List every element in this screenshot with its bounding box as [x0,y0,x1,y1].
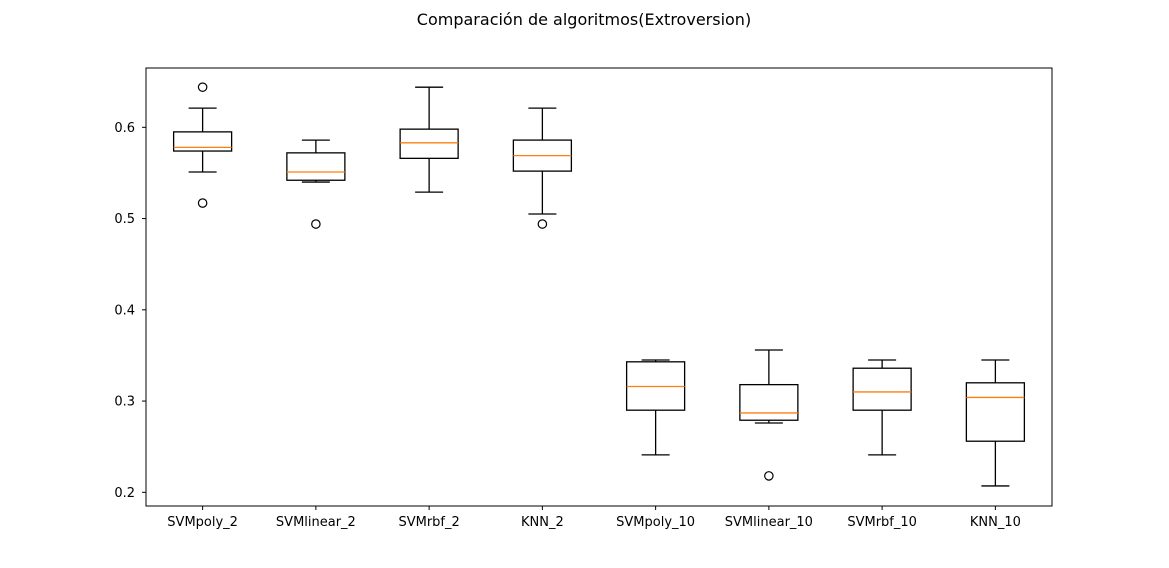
box-2 [399,86,459,193]
y-axis: 0.2 0.3 0.4 0.5 0.6 [114,121,146,501]
box-iqr [965,382,1026,442]
box-iqr [739,383,799,421]
box-iqr [286,152,346,181]
x-tick-label: SVMlinear_10 [725,515,813,530]
x-tick-label: SVMrbf_2 [398,515,459,530]
box-4 [625,359,686,456]
flier-point [537,219,548,229]
x-tick-label: SVMrbf_10 [847,515,917,530]
box-1 [286,139,346,229]
box-7 [965,359,1026,487]
plot-frame [145,67,1053,507]
flier-point [197,82,208,92]
y-tick-label: 0.5 [114,212,135,227]
x-axis: SVMpoly_2 SVMlinear_2 SVMrbf_2 KNN_2 SVMpoly… [167,506,1021,530]
y-tick-label: 0.3 [114,395,135,410]
x-tick-label: SVMlinear_2 [276,515,356,530]
x-tick-label: SVMpoly_10 [616,515,695,530]
box-iqr [852,367,912,411]
x-tick-label: SVMpoly_2 [167,515,238,530]
x-tick-label: KNN_2 [521,515,564,530]
y-tick-label: 0.6 [114,121,135,136]
box-iqr [399,128,459,159]
box-0 [172,82,233,208]
flier-point [197,198,208,208]
chart-title: Comparación de algoritmos(Extroversion) [417,10,751,29]
box-iqr [172,131,233,152]
flier-point [764,471,774,481]
box-5 [739,349,799,481]
y-tick-label: 0.2 [114,486,135,501]
box-3 [512,107,573,229]
flier-point [311,219,321,229]
y-tick-label: 0.4 [114,303,135,318]
x-tick-label: KNN_10 [970,515,1021,530]
box-6 [852,359,912,456]
chart-marks [172,82,1026,487]
